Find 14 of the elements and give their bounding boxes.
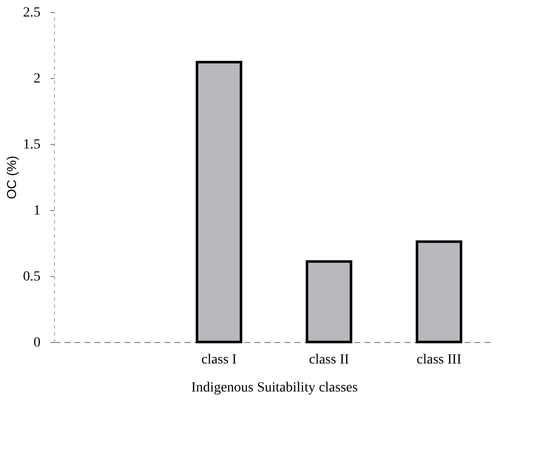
y-tick-label: 1 — [34, 204, 40, 218]
y-tick-label: 2.5 — [23, 6, 40, 20]
bar — [196, 60, 242, 344]
bar — [416, 240, 462, 344]
bar — [306, 260, 352, 344]
y-axis-title: OC (%) — [4, 156, 19, 200]
x-tick-label: class I — [201, 352, 238, 368]
y-tick-label: 1.5 — [23, 138, 40, 152]
x-tick-label: class II — [308, 352, 350, 368]
y-tick-label: 0.5 — [23, 270, 40, 284]
y-tick-label: 2 — [34, 72, 40, 86]
y-tick-label: 0 — [34, 336, 40, 350]
x-axis-title: Indigenous Suitability classes — [191, 380, 358, 396]
x-tick-label: class III — [416, 352, 462, 368]
